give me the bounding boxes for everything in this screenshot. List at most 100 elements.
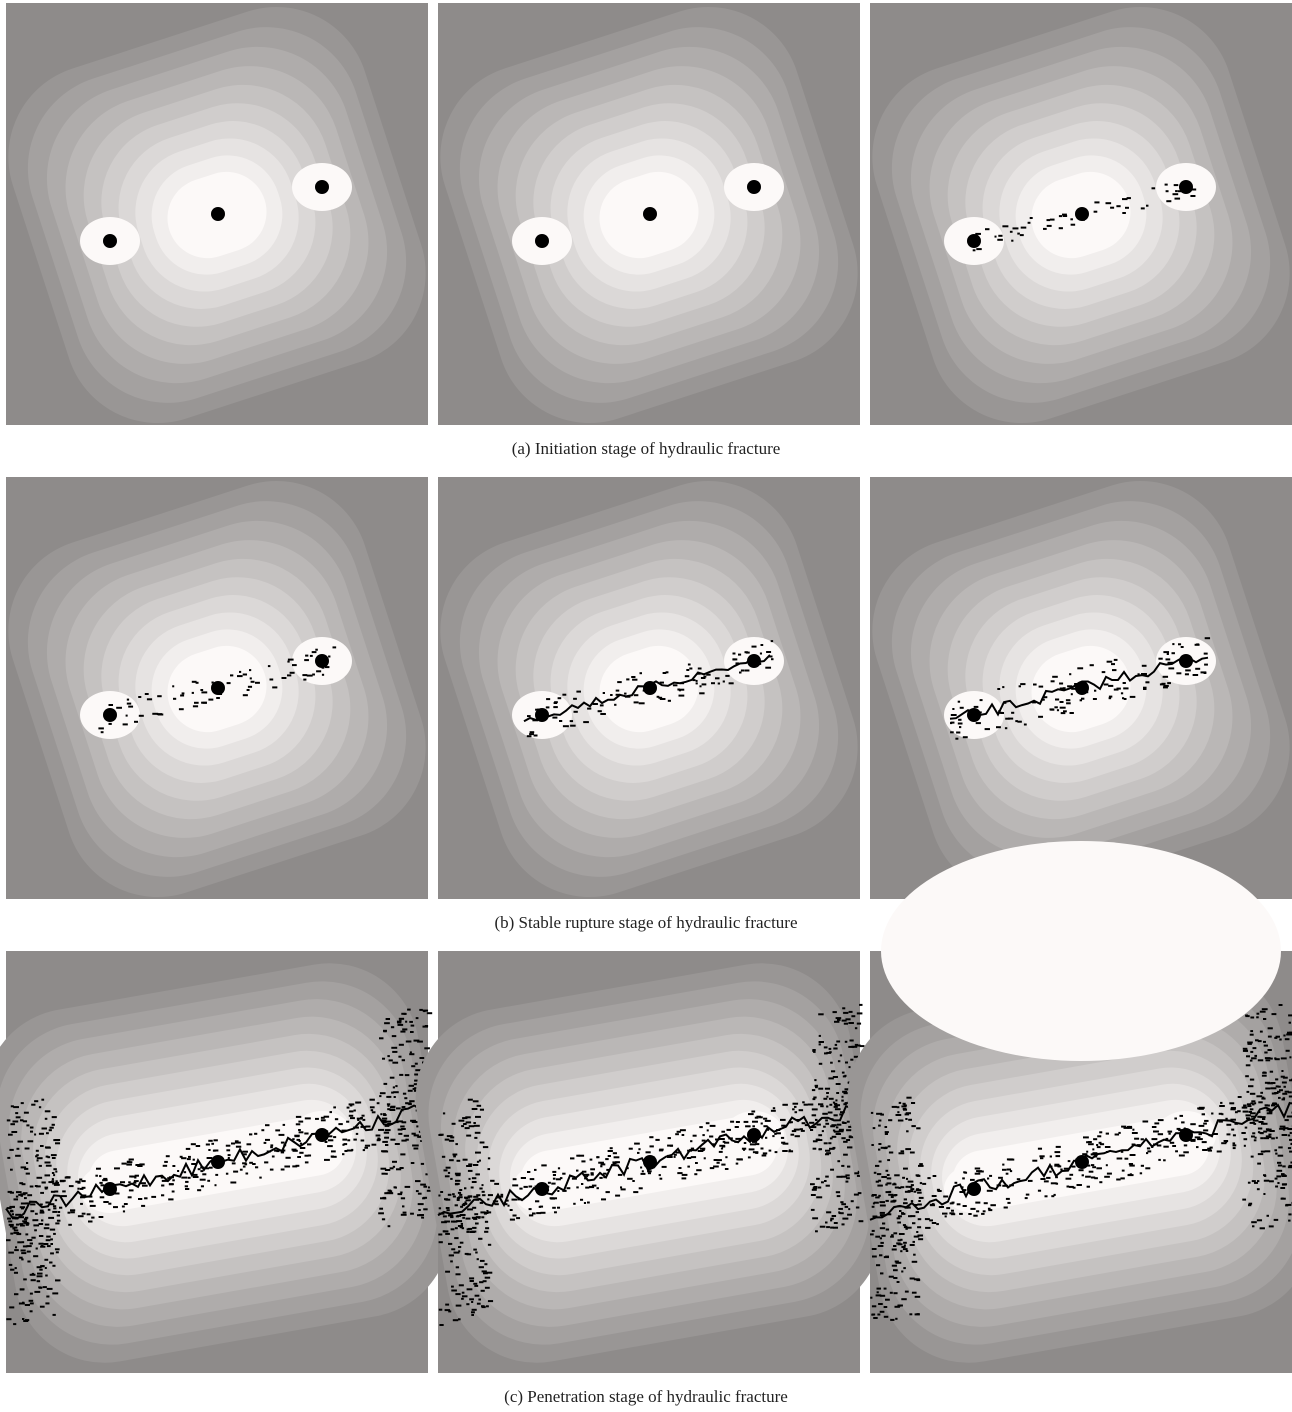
fracture-speck bbox=[1030, 217, 1033, 219]
fracture-speck bbox=[13, 1121, 19, 1123]
fracture-speck bbox=[482, 1194, 485, 1196]
fracture-speck bbox=[1227, 1133, 1231, 1135]
fracture-speck bbox=[1152, 1126, 1157, 1128]
fracture-speck bbox=[688, 664, 691, 666]
fracture-speck bbox=[1166, 1138, 1169, 1140]
fracture-speck bbox=[417, 1214, 423, 1216]
fracture-speck bbox=[40, 1210, 44, 1212]
injection-well bbox=[1075, 207, 1089, 221]
fracture-speck bbox=[1158, 658, 1162, 660]
fracture-speck bbox=[196, 1145, 200, 1147]
fracture-speck bbox=[557, 1207, 560, 1209]
fracture-speck bbox=[484, 1231, 488, 1233]
fracture-speck bbox=[1145, 1167, 1150, 1169]
fracture-speck bbox=[250, 677, 252, 679]
fracture-speck bbox=[1083, 1136, 1089, 1138]
fracture-speck bbox=[682, 1177, 687, 1179]
fracture-speck bbox=[463, 1159, 468, 1161]
fracture-speck bbox=[847, 1146, 852, 1148]
fracture-speck bbox=[558, 697, 562, 699]
fracture-speck bbox=[615, 1195, 620, 1197]
fracture-speck bbox=[41, 1219, 43, 1221]
fracture-speck bbox=[122, 1206, 125, 1208]
fracture-speck bbox=[17, 1241, 22, 1243]
fracture-speck bbox=[472, 1227, 476, 1229]
fracture-speck bbox=[1123, 687, 1128, 689]
fracture-speck bbox=[1204, 1120, 1208, 1122]
fracture-speck bbox=[448, 1310, 451, 1312]
fracture-speck bbox=[676, 1152, 682, 1154]
fracture-speck bbox=[881, 1147, 885, 1149]
fracture-speck bbox=[1096, 1167, 1102, 1169]
fracture-speck bbox=[510, 1209, 513, 1211]
fracture-speck bbox=[342, 1139, 347, 1141]
fracture-speck bbox=[1090, 664, 1094, 666]
fracture-speck bbox=[1122, 1170, 1125, 1172]
fracture-speck bbox=[477, 1161, 479, 1163]
fracture-speck bbox=[1246, 1114, 1251, 1116]
fracture-speck bbox=[881, 1235, 885, 1237]
fracture-speck bbox=[1004, 1207, 1008, 1209]
fracture-speck bbox=[880, 1311, 885, 1313]
fracture-speck bbox=[37, 1157, 43, 1159]
fracture-speck bbox=[33, 1224, 39, 1226]
fracture-speck bbox=[662, 1166, 667, 1168]
fracture-speck bbox=[600, 713, 606, 715]
fracture-speck bbox=[55, 1248, 60, 1250]
fracture-speck bbox=[299, 1152, 303, 1154]
fracture-speck bbox=[1104, 1176, 1110, 1178]
fracture-speck bbox=[826, 1211, 831, 1213]
fracture-speck bbox=[911, 1200, 913, 1202]
fracture-speck bbox=[23, 1278, 27, 1280]
fracture-speck bbox=[818, 1013, 823, 1015]
fracture-speck bbox=[913, 1254, 916, 1256]
fracture-speck bbox=[396, 1107, 401, 1109]
fracture-speck bbox=[825, 1123, 829, 1125]
fracture-speck bbox=[473, 1100, 479, 1102]
fracture-speck bbox=[872, 1305, 876, 1307]
fracture-speck bbox=[447, 1135, 453, 1137]
fracture-speck bbox=[473, 1122, 475, 1124]
fracture-speck bbox=[236, 1146, 241, 1148]
fracture-speck bbox=[582, 1171, 586, 1173]
fracture-speck bbox=[1146, 1152, 1148, 1154]
fracture-speck bbox=[820, 1226, 826, 1228]
fracture-speck bbox=[25, 1202, 28, 1204]
fracture-speck bbox=[53, 1233, 56, 1235]
fracture-speck bbox=[68, 1212, 71, 1214]
fracture-speck bbox=[893, 1200, 896, 1202]
injection-well bbox=[535, 1182, 549, 1196]
fracture-speck bbox=[439, 1309, 442, 1311]
fracture-speck bbox=[30, 1243, 33, 1245]
fracture-speck bbox=[393, 1086, 395, 1088]
fracture-speck bbox=[1007, 1202, 1010, 1204]
fracture-speck bbox=[127, 1161, 132, 1163]
fracture-speck bbox=[1219, 1121, 1223, 1123]
fracture-speck bbox=[562, 1173, 565, 1175]
fracture-speck bbox=[857, 1012, 863, 1014]
fracture-speck bbox=[841, 1137, 845, 1139]
fracture-speck bbox=[455, 1204, 458, 1206]
fracture-speck bbox=[44, 1259, 48, 1261]
fracture-speck bbox=[598, 710, 602, 712]
fracture-speck bbox=[876, 1181, 879, 1183]
fracture-speck bbox=[56, 1251, 59, 1253]
fracture-speck bbox=[356, 1133, 358, 1135]
fracture-speck bbox=[43, 1286, 47, 1288]
fracture-speck bbox=[610, 694, 613, 696]
fracture-speck bbox=[1282, 1175, 1286, 1177]
fracture-speck bbox=[409, 1100, 414, 1102]
fracture-speck bbox=[768, 656, 772, 658]
fracture-speck bbox=[481, 1305, 485, 1307]
fracture-speck bbox=[570, 725, 576, 727]
fracture-speck bbox=[405, 1021, 407, 1023]
fracture-speck bbox=[886, 1229, 889, 1231]
fracture-speck bbox=[466, 1303, 469, 1305]
fracture-speck bbox=[704, 1157, 706, 1159]
fracture-speck bbox=[69, 1185, 74, 1187]
fracture-speck bbox=[355, 1102, 361, 1104]
fracture-speck bbox=[10, 1269, 14, 1271]
fracture-speck bbox=[834, 1114, 838, 1116]
fracture-speck bbox=[45, 1162, 51, 1164]
fracture-speck bbox=[493, 1203, 495, 1205]
